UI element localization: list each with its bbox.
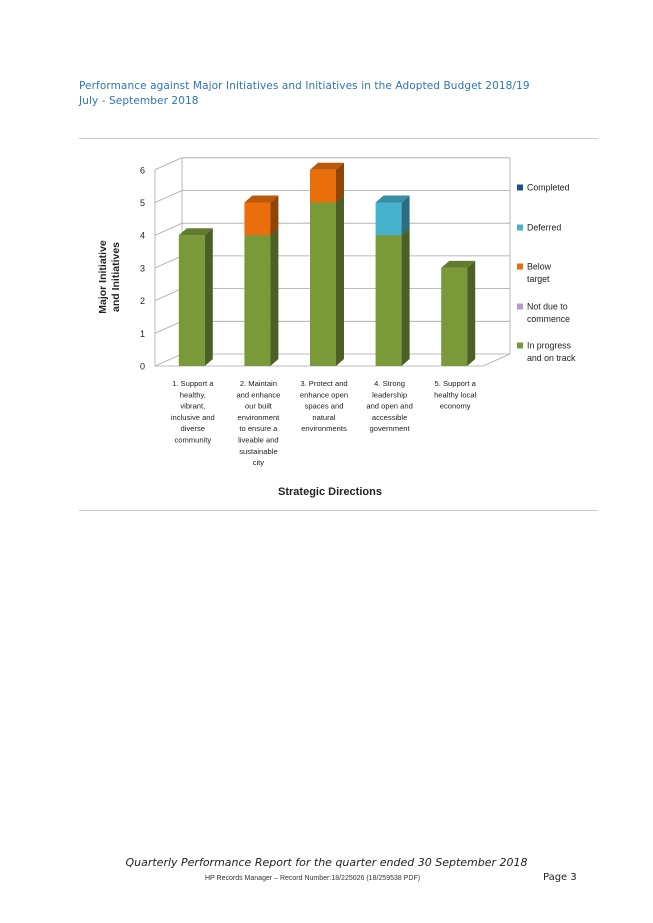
bar-top — [310, 162, 344, 170]
x-category-label: 2. Maintain and enhance our built environme… — [236, 379, 280, 467]
legend-label: In progress and on track — [527, 341, 576, 364]
legend-item: In progress and on track — [517, 341, 576, 364]
legend-item: Completed — [517, 183, 570, 193]
y-tick-label: 2 — [140, 296, 145, 306]
x-category-label: 4. Strong leadership and open and accessibl… — [366, 379, 412, 433]
bar-top — [178, 228, 213, 236]
legend-swatch — [517, 224, 523, 231]
y-tick-label: 0 — [140, 362, 145, 372]
bar-front — [441, 267, 468, 366]
bottom-divider — [79, 510, 598, 511]
page-number: Page 3 — [543, 872, 577, 883]
footer-report-title: Quarterly Performance Report for the qua… — [125, 856, 528, 869]
bar-side — [467, 260, 476, 366]
footer-record-number: HP Records Manager – Record Number:18/22… — [205, 875, 421, 882]
y-tick-label: 3 — [140, 263, 145, 273]
bar-front — [310, 169, 336, 203]
bar-side — [401, 195, 410, 236]
report-period: July - September 2018 — [79, 95, 199, 107]
gridline-depth — [154, 353, 183, 367]
bar-side — [336, 195, 344, 366]
y-tick-label: 5 — [140, 198, 145, 208]
bar-top — [375, 195, 410, 203]
gridline-depth — [154, 320, 183, 334]
bar-segment — [375, 195, 410, 236]
legend-item: Deferred — [517, 223, 561, 233]
bar-segment — [178, 228, 213, 366]
x-category-label: 1. Support a healthy, vibrant, inclusive an… — [171, 379, 215, 445]
legend-swatch — [517, 342, 523, 349]
report-heading: Performance against Major Initiatives an… — [79, 80, 530, 92]
bar-front — [178, 235, 205, 366]
bar-segment — [441, 260, 476, 366]
x-category-label: 5. Support a healthy local economy — [434, 379, 477, 411]
bar-segment — [310, 195, 344, 366]
gridline-depth — [154, 222, 183, 236]
bar-side — [270, 195, 279, 236]
stacked-bar-chart: 0 1 2 3 4 5 6 1. Support a healthy, vibrant, inclu… — [97, 157, 576, 498]
legend-label: Not due to commence — [527, 302, 570, 325]
bar-segment — [244, 228, 279, 366]
gridline-depth — [154, 157, 183, 171]
y-tick-label: 4 — [140, 231, 145, 241]
x-category-label: 3. Protect and enhance open spaces and natu… — [300, 379, 348, 433]
bar-side — [270, 228, 279, 366]
bar-side — [336, 162, 344, 203]
bar-front — [244, 235, 271, 366]
gridline-depth — [154, 288, 183, 301]
legend-swatch — [517, 263, 523, 270]
bar-top — [441, 260, 476, 268]
floor-right-edge — [482, 353, 511, 367]
bar-front — [375, 202, 402, 236]
legend-label: Completed — [527, 183, 570, 193]
legend-swatch — [517, 303, 523, 310]
bar-top — [244, 195, 279, 203]
bar-front — [375, 235, 402, 366]
gridline-depth — [154, 255, 183, 269]
bar-side — [204, 228, 213, 366]
y-axis-title: Major Initiativeand Initiatives — [97, 240, 122, 314]
bar-front — [310, 202, 336, 366]
gridline-depth — [154, 190, 183, 203]
legend-label: Below target — [527, 262, 552, 285]
x-axis-title: Strategic Directions — [278, 486, 382, 498]
bar-side — [401, 228, 410, 366]
legend-swatch — [517, 184, 523, 191]
legend-label: Deferred — [527, 223, 561, 233]
legend-item: Not due to commence — [517, 302, 570, 325]
bar-segment — [310, 162, 344, 203]
top-divider — [79, 138, 598, 139]
y-tick-label: 6 — [140, 165, 145, 175]
y-tick-label: 1 — [140, 329, 145, 339]
bar-front — [244, 202, 271, 236]
bar-segment — [375, 228, 410, 366]
bar-segment — [244, 195, 279, 236]
legend-item: Below target — [517, 262, 552, 285]
